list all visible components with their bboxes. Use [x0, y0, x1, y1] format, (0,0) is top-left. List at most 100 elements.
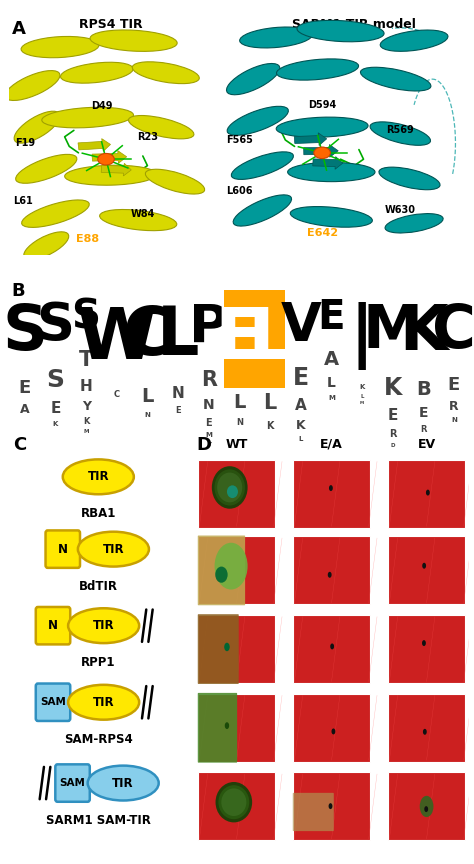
Text: W630: W630: [385, 206, 416, 215]
Ellipse shape: [360, 67, 431, 91]
Ellipse shape: [276, 118, 368, 137]
Ellipse shape: [24, 232, 69, 259]
Bar: [198, 772, 275, 841]
Ellipse shape: [16, 155, 77, 183]
FancyBboxPatch shape: [36, 683, 70, 721]
Text: BdTIR: BdTIR: [79, 580, 118, 593]
Text: P: P: [189, 302, 228, 353]
Ellipse shape: [68, 608, 139, 643]
Ellipse shape: [227, 63, 280, 95]
Text: N: N: [451, 417, 457, 423]
Text: L: L: [327, 376, 336, 391]
Text: N: N: [203, 398, 215, 412]
Text: T: T: [79, 350, 93, 370]
Ellipse shape: [221, 788, 246, 816]
Text: L: L: [141, 387, 154, 406]
Text: S: S: [36, 300, 74, 352]
Text: N: N: [172, 385, 184, 401]
Bar: [293, 615, 370, 683]
Bar: [388, 615, 465, 683]
Ellipse shape: [240, 27, 313, 48]
Bar: [293, 537, 370, 605]
Text: SARM1 TIR model: SARM1 TIR model: [292, 18, 416, 31]
Ellipse shape: [42, 107, 134, 128]
Text: Y: Y: [207, 442, 211, 447]
Text: S: S: [72, 297, 100, 338]
Ellipse shape: [231, 152, 293, 180]
Text: A: A: [295, 397, 307, 413]
Text: K: K: [53, 422, 58, 427]
Text: S: S: [46, 367, 64, 391]
Text: EV: EV: [418, 438, 436, 451]
Text: R23: R23: [137, 132, 158, 142]
Text: K: K: [383, 376, 402, 400]
Ellipse shape: [276, 59, 358, 80]
Text: SAM: SAM: [40, 697, 66, 708]
Circle shape: [330, 644, 334, 650]
Circle shape: [423, 729, 427, 734]
Circle shape: [422, 640, 426, 646]
Text: E: E: [318, 297, 345, 338]
FancyBboxPatch shape: [46, 530, 80, 568]
Text: A: A: [20, 403, 29, 416]
Text: R: R: [420, 425, 427, 434]
Text: E/A: E/A: [320, 438, 343, 451]
Circle shape: [314, 147, 330, 159]
Text: M: M: [328, 395, 335, 401]
Text: L606: L606: [226, 187, 253, 196]
Circle shape: [224, 643, 230, 651]
Text: N: N: [58, 543, 68, 556]
Ellipse shape: [78, 531, 149, 567]
Ellipse shape: [219, 785, 249, 819]
Ellipse shape: [21, 36, 99, 58]
Text: F19: F19: [16, 138, 36, 149]
Text: D594: D594: [308, 99, 336, 110]
Text: E642: E642: [307, 228, 337, 238]
Bar: [293, 694, 370, 762]
Ellipse shape: [128, 116, 194, 139]
Ellipse shape: [132, 62, 199, 84]
Bar: [224, 290, 255, 388]
FancyArrow shape: [78, 138, 110, 151]
Text: N: N: [236, 417, 243, 427]
Ellipse shape: [22, 200, 89, 227]
FancyArrow shape: [294, 133, 327, 145]
Text: V: V: [280, 300, 321, 352]
Text: |: |: [350, 302, 374, 370]
Text: TIR: TIR: [102, 543, 124, 556]
Text: W: W: [77, 304, 156, 373]
Ellipse shape: [297, 21, 384, 41]
Circle shape: [331, 728, 335, 734]
Ellipse shape: [100, 209, 177, 231]
Ellipse shape: [212, 467, 247, 509]
Circle shape: [98, 154, 114, 165]
Bar: [293, 772, 370, 841]
Text: A: A: [12, 20, 26, 38]
Text: RBA1: RBA1: [81, 507, 116, 520]
Bar: [198, 460, 275, 528]
FancyBboxPatch shape: [198, 614, 239, 684]
Text: SARM1 SAM-TIR: SARM1 SAM-TIR: [46, 814, 151, 827]
Text: E88: E88: [76, 234, 99, 245]
Bar: [388, 772, 465, 841]
Text: SAM-RPS4: SAM-RPS4: [64, 733, 133, 746]
Circle shape: [422, 562, 426, 569]
Text: SAM: SAM: [60, 778, 85, 788]
Text: L: L: [264, 393, 277, 413]
Text: R: R: [201, 370, 217, 391]
Text: K: K: [83, 416, 89, 426]
FancyArrow shape: [92, 150, 127, 163]
Text: L: L: [360, 394, 364, 398]
Bar: [388, 694, 465, 762]
Text: M: M: [83, 429, 89, 434]
Text: E: E: [387, 408, 398, 422]
Text: L: L: [247, 304, 293, 373]
Text: A: A: [324, 350, 339, 369]
Text: M: M: [360, 401, 364, 405]
Text: M: M: [205, 432, 212, 438]
Ellipse shape: [380, 30, 448, 51]
Text: R569: R569: [386, 125, 414, 136]
Text: K: K: [399, 302, 447, 363]
Ellipse shape: [379, 167, 440, 190]
Ellipse shape: [14, 111, 60, 143]
